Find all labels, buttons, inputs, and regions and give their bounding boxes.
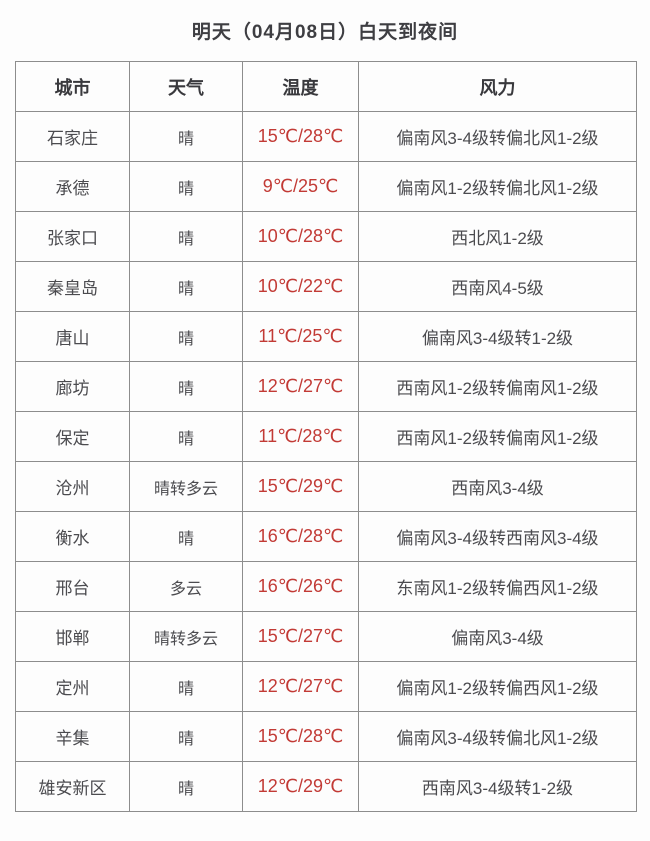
table-row: 石家庄 晴 15℃/28℃ 偏南风3-4级转偏北风1-2级: [15, 111, 637, 162]
wind-cell: 西南风1-2级转偏南风1-2级: [358, 411, 637, 462]
temperature-cell: 15℃/27℃: [242, 611, 359, 662]
weather-cell: 多云: [129, 561, 243, 612]
wind-cell: 西南风4-5级: [358, 261, 637, 312]
table-row: 唐山 晴 11℃/25℃ 偏南风3-4级转1-2级: [15, 311, 637, 362]
weather-cell: 晴: [129, 711, 243, 762]
table-row: 承德 晴 9℃/25℃ 偏南风1-2级转偏北风1-2级: [15, 161, 637, 212]
table-row: 邢台 多云 16℃/26℃ 东南风1-2级转偏西风1-2级: [15, 561, 637, 612]
temperature-cell: 9℃/25℃: [242, 161, 359, 212]
city-cell: 秦皇岛: [15, 261, 130, 312]
weather-forecast-page: 明天（04月08日）白天到夜间 城市 天气 温度 风力 石家庄 晴 15℃/28…: [15, 22, 637, 812]
temperature-cell: 16℃/28℃: [242, 511, 359, 562]
city-cell: 石家庄: [15, 111, 130, 162]
weather-cell: 晴: [129, 211, 243, 262]
temperature-cell: 16℃/26℃: [242, 561, 359, 612]
temperature-cell: 11℃/28℃: [242, 411, 359, 462]
city-cell: 沧州: [15, 461, 130, 512]
weather-cell: 晴: [129, 661, 243, 712]
wind-cell: 偏南风1-2级转偏北风1-2级: [358, 161, 637, 212]
table-row: 邯郸 晴转多云 15℃/27℃ 偏南风3-4级: [15, 611, 637, 662]
city-cell: 邯郸: [15, 611, 130, 662]
wind-cell: 西北风1-2级: [358, 211, 637, 262]
header-temperature: 温度: [242, 61, 359, 112]
wind-cell: 西南风1-2级转偏南风1-2级: [358, 361, 637, 412]
table-row: 定州 晴 12℃/27℃ 偏南风1-2级转偏西风1-2级: [15, 661, 637, 712]
weather-table: 城市 天气 温度 风力 石家庄 晴 15℃/28℃ 偏南风3-4级转偏北风1-2…: [15, 61, 637, 812]
city-cell: 辛集: [15, 711, 130, 762]
weather-cell: 晴: [129, 411, 243, 462]
header-city: 城市: [15, 61, 130, 112]
temperature-cell: 15℃/28℃: [242, 111, 359, 162]
temperature-cell: 15℃/28℃: [242, 711, 359, 762]
wind-cell: 偏南风3-4级转偏北风1-2级: [358, 711, 637, 762]
weather-cell: 晴: [129, 261, 243, 312]
header-row: 城市 天气 温度 风力: [15, 61, 637, 112]
header-weather: 天气: [129, 61, 243, 112]
city-cell: 定州: [15, 661, 130, 712]
city-cell: 保定: [15, 411, 130, 462]
weather-cell: 晴: [129, 111, 243, 162]
temperature-cell: 12℃/29℃: [242, 761, 359, 812]
wind-cell: 偏南风3-4级转1-2级: [358, 311, 637, 362]
temperature-cell: 15℃/29℃: [242, 461, 359, 512]
table-row: 辛集 晴 15℃/28℃ 偏南风3-4级转偏北风1-2级: [15, 711, 637, 762]
weather-cell: 晴: [129, 311, 243, 362]
temperature-cell: 12℃/27℃: [242, 661, 359, 712]
temperature-cell: 12℃/27℃: [242, 361, 359, 412]
table-row: 沧州 晴转多云 15℃/29℃ 西南风3-4级: [15, 461, 637, 512]
table-row: 廊坊 晴 12℃/27℃ 西南风1-2级转偏南风1-2级: [15, 361, 637, 412]
city-cell: 邢台: [15, 561, 130, 612]
table-row: 秦皇岛 晴 10℃/22℃ 西南风4-5级: [15, 261, 637, 312]
city-cell: 雄安新区: [15, 761, 130, 812]
wind-cell: 偏南风3-4级: [358, 611, 637, 662]
table-row: 张家口 晴 10℃/28℃ 西北风1-2级: [15, 211, 637, 262]
page-title: 明天（04月08日）白天到夜间: [191, 22, 459, 43]
temperature-cell: 11℃/25℃: [242, 311, 359, 362]
header-wind: 风力: [358, 61, 637, 112]
weather-cell: 晴转多云: [129, 611, 243, 662]
table-row: 雄安新区 晴 12℃/29℃ 西南风3-4级转1-2级: [15, 761, 637, 812]
city-cell: 张家口: [15, 211, 130, 262]
weather-cell: 晴: [129, 511, 243, 562]
wind-cell: 西南风3-4级: [358, 461, 637, 512]
table-header: 城市 天气 温度 风力: [15, 61, 637, 112]
wind-cell: 东南风1-2级转偏西风1-2级: [358, 561, 637, 612]
city-cell: 承德: [15, 161, 130, 212]
table-body: 石家庄 晴 15℃/28℃ 偏南风3-4级转偏北风1-2级 承德 晴 9℃/25…: [15, 111, 637, 812]
wind-cell: 偏南风3-4级转偏北风1-2级: [358, 111, 637, 162]
city-cell: 唐山: [15, 311, 130, 362]
table-row: 衡水 晴 16℃/28℃ 偏南风3-4级转西南风3-4级: [15, 511, 637, 562]
weather-cell: 晴转多云: [129, 461, 243, 512]
temperature-cell: 10℃/28℃: [242, 211, 359, 262]
table-row: 保定 晴 11℃/28℃ 西南风1-2级转偏南风1-2级: [15, 411, 637, 462]
wind-cell: 偏南风3-4级转西南风3-4级: [358, 511, 637, 562]
city-cell: 廊坊: [15, 361, 130, 412]
weather-cell: 晴: [129, 361, 243, 412]
city-cell: 衡水: [15, 511, 130, 562]
temperature-cell: 10℃/22℃: [242, 261, 359, 312]
weather-cell: 晴: [129, 761, 243, 812]
weather-cell: 晴: [129, 161, 243, 212]
wind-cell: 偏南风1-2级转偏西风1-2级: [358, 661, 637, 712]
wind-cell: 西南风3-4级转1-2级: [358, 761, 637, 812]
